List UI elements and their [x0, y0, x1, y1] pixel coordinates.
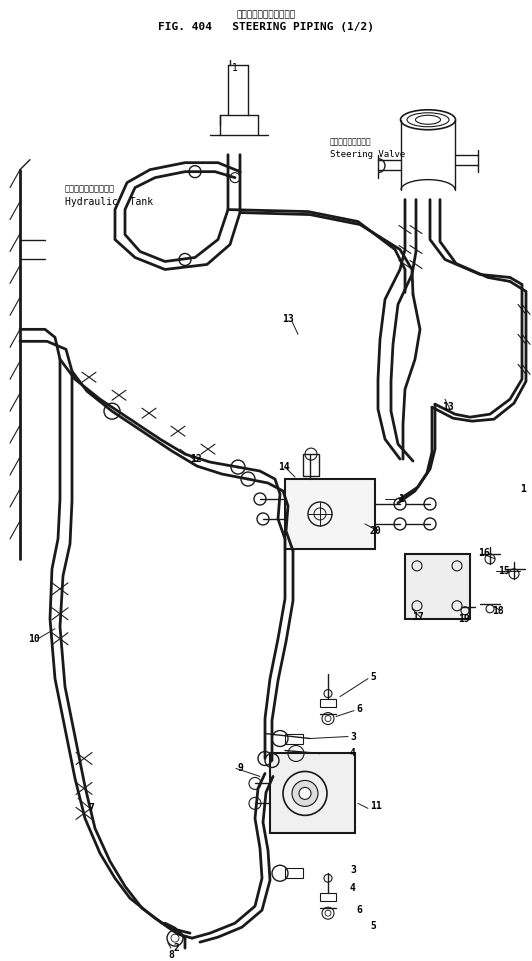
Text: 1: 1	[232, 62, 238, 73]
Text: 5: 5	[370, 922, 376, 931]
Bar	[285, 868, 303, 878]
Bar	[270, 753, 355, 833]
Text: 6: 6	[356, 905, 362, 915]
Text: 4: 4	[350, 749, 356, 758]
Bar	[285, 733, 303, 744]
Text: 15: 15	[498, 566, 510, 576]
Text: 13: 13	[282, 314, 294, 325]
Text: ステアリングパイピング: ステアリングパイピング	[236, 10, 296, 19]
Text: 6: 6	[356, 703, 362, 714]
Circle shape	[292, 780, 318, 806]
Bar	[320, 893, 336, 901]
Text: 8: 8	[168, 950, 174, 960]
Text: 13: 13	[442, 403, 454, 412]
Text: 20: 20	[370, 526, 382, 536]
Text: 4: 4	[350, 883, 356, 893]
Text: 3: 3	[350, 731, 356, 742]
Circle shape	[299, 787, 311, 800]
Text: 14: 14	[278, 462, 290, 472]
Text: 2: 2	[173, 943, 179, 953]
Text: 10: 10	[28, 633, 40, 644]
Text: 7: 7	[88, 803, 94, 813]
Text: 1: 1	[398, 494, 404, 504]
Text: 18: 18	[492, 605, 504, 616]
Text: ハイドロリックタンク: ハイドロリックタンク	[65, 185, 115, 193]
Text: 17: 17	[412, 612, 424, 622]
Text: 11: 11	[370, 801, 382, 811]
Bar	[405, 554, 470, 619]
Text: 12: 12	[190, 455, 202, 464]
Text: ステアリングバルブ: ステアリングバルブ	[330, 137, 372, 147]
Text: Hydraulic  Tank: Hydraulic Tank	[65, 197, 153, 207]
Bar	[303, 455, 319, 476]
Bar	[285, 479, 375, 549]
Text: 5: 5	[370, 672, 376, 681]
Text: 9: 9	[238, 763, 244, 774]
Text: Steering Valve: Steering Valve	[330, 150, 405, 159]
Text: 1: 1	[520, 484, 526, 494]
Bar	[320, 699, 336, 706]
Text: 16: 16	[478, 548, 490, 558]
Text: FIG. 404   STEERING PIPING (1/2): FIG. 404 STEERING PIPING (1/2)	[158, 22, 374, 32]
Text: 3: 3	[350, 865, 356, 875]
Text: 19: 19	[458, 614, 470, 624]
